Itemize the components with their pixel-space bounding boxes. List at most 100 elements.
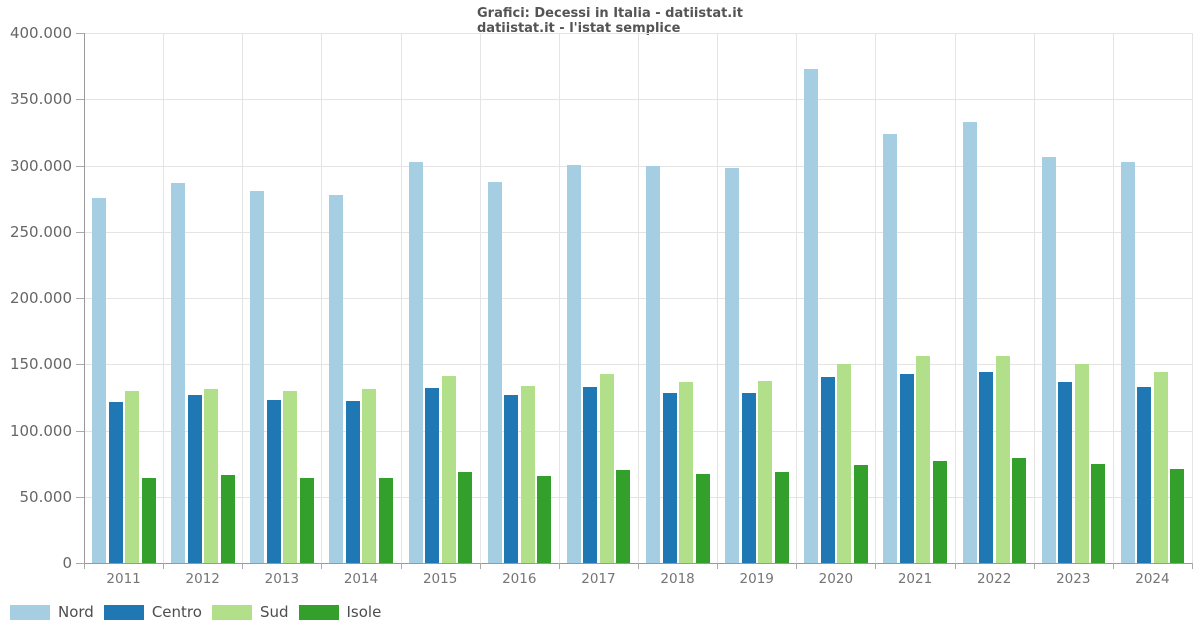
- x-tick-label: 2012: [185, 571, 220, 587]
- chart-title-line1: Grafici: Decessi in Italia - datiistat.i…: [477, 6, 743, 21]
- bar-sud-2019: [758, 380, 773, 563]
- grid-line-v: [1192, 33, 1193, 563]
- bar-nord-2016: [487, 182, 502, 563]
- y-tick-mark: [76, 298, 84, 299]
- bar-nord-2013: [250, 190, 265, 563]
- bar-centro-2020: [820, 376, 835, 563]
- x-tick-label: 2024: [1135, 571, 1170, 587]
- bar-sud-2018: [679, 382, 693, 563]
- bar-sud-2024: [1153, 372, 1168, 563]
- bar-nord-2015: [408, 162, 423, 563]
- bar-sud-2016: [520, 386, 535, 563]
- x-tick-mark: [1192, 563, 1193, 569]
- y-tick-mark: [76, 364, 84, 366]
- y-tick-label: 400.000: [9, 24, 72, 42]
- bar-centro-2021: [899, 374, 914, 563]
- bar-isole-2014: [378, 477, 393, 563]
- legend-item-isole: Isole: [298, 603, 382, 621]
- bar-isole-2022: [1012, 457, 1027, 563]
- bar-nord-2024: [1120, 162, 1135, 563]
- legend-item-nord: Nord: [10, 603, 94, 621]
- bar-isole-2021: [932, 460, 947, 563]
- y-tick-mark: [76, 231, 84, 233]
- bar-centro-2023: [1058, 382, 1073, 563]
- bar-nord-2022: [962, 122, 977, 563]
- bar-sud-2017: [599, 374, 614, 563]
- bar-centro-2022: [979, 372, 994, 563]
- x-tick-mark: [400, 563, 402, 569]
- bar-isole-2016: [537, 476, 552, 563]
- legend-label-isole: Isole: [346, 603, 382, 621]
- bar-sud-2014: [362, 389, 377, 563]
- chart-title-line2: datiistat.it - l'istat semplice: [477, 21, 681, 36]
- legend-label-centro: Centro: [151, 603, 202, 621]
- y-tick-label: 0: [62, 554, 72, 572]
- bar-sud-2020: [837, 364, 852, 563]
- y-tick-label: 350.000: [9, 90, 72, 109]
- x-tick-mark: [242, 563, 244, 569]
- y-tick-label: 250.000: [9, 222, 72, 241]
- y-tick-mark: [76, 496, 84, 498]
- bar-sud-2022: [995, 355, 1010, 563]
- x-tick-label: 2013: [264, 571, 300, 587]
- grid-line-v: [954, 33, 956, 563]
- bar-nord-2011: [92, 197, 106, 563]
- x-tick-mark: [717, 563, 719, 569]
- bar-centro-2016: [504, 395, 519, 563]
- bar-isole-2018: [695, 473, 710, 563]
- y-tick-label: 300.000: [9, 156, 72, 175]
- y-tick-mark: [76, 563, 84, 564]
- grid-line-v: [400, 33, 402, 563]
- legend-item-sud: Sud: [211, 603, 289, 621]
- grid-line-v: [1033, 33, 1035, 563]
- bar-nord-2018: [646, 166, 660, 563]
- legend-swatch-isole: [298, 604, 339, 620]
- x-tick-label: 2023: [1056, 571, 1091, 587]
- bar-isole-2011: [141, 477, 156, 563]
- x-tick-mark: [954, 563, 956, 569]
- legend-label-nord: Nord: [58, 603, 94, 621]
- grid-line-v: [875, 33, 877, 563]
- x-tick-label: 2014: [343, 571, 379, 587]
- bar-isole-2019: [774, 472, 789, 563]
- x-tick-label: 2021: [897, 571, 933, 587]
- x-tick-label: 2016: [502, 571, 537, 587]
- bar-centro-2015: [425, 388, 440, 563]
- x-tick-mark: [1112, 563, 1114, 569]
- x-tick-mark: [638, 563, 639, 569]
- bar-centro-2024: [1137, 386, 1152, 563]
- bar-isole-2017: [616, 469, 631, 563]
- bar-isole-2024: [1170, 468, 1185, 563]
- x-tick-label: 2022: [976, 571, 1012, 587]
- bar-centro-2019: [741, 393, 756, 563]
- chart-title: Grafici: Decessi in Italia - datiistat.i…: [477, 6, 743, 36]
- bar-centro-2014: [345, 400, 360, 563]
- grid-line-v: [638, 33, 639, 563]
- x-tick-mark: [875, 563, 877, 569]
- x-tick-label: 2017: [581, 571, 616, 587]
- bar-sud-2012: [204, 388, 219, 563]
- bar-isole-2013: [299, 477, 314, 563]
- y-tick-mark: [76, 430, 84, 432]
- y-tick-mark: [76, 165, 84, 167]
- bar-nord-2012: [171, 183, 186, 563]
- bar-nord-2021: [883, 134, 898, 563]
- legend-item-centro: Centro: [103, 603, 202, 621]
- bar-sud-2021: [916, 355, 931, 563]
- x-tick-mark: [1033, 563, 1035, 569]
- legend-swatch-sud: [211, 604, 252, 620]
- x-tick-label: 2018: [660, 571, 695, 587]
- bar-sud-2013: [283, 390, 298, 563]
- bar-nord-2020: [804, 68, 819, 563]
- grid-line-v: [717, 33, 719, 563]
- bar-nord-2019: [725, 168, 740, 563]
- grid-line-v: [796, 33, 798, 563]
- grid-line-v: [242, 33, 244, 563]
- bar-isole-2015: [458, 471, 473, 563]
- y-tick-label: 100.000: [9, 421, 72, 440]
- x-tick-label: 2011: [106, 571, 141, 587]
- bar-isole-2023: [1091, 463, 1106, 563]
- x-tick-mark: [479, 563, 481, 569]
- x-tick-mark: [163, 563, 165, 569]
